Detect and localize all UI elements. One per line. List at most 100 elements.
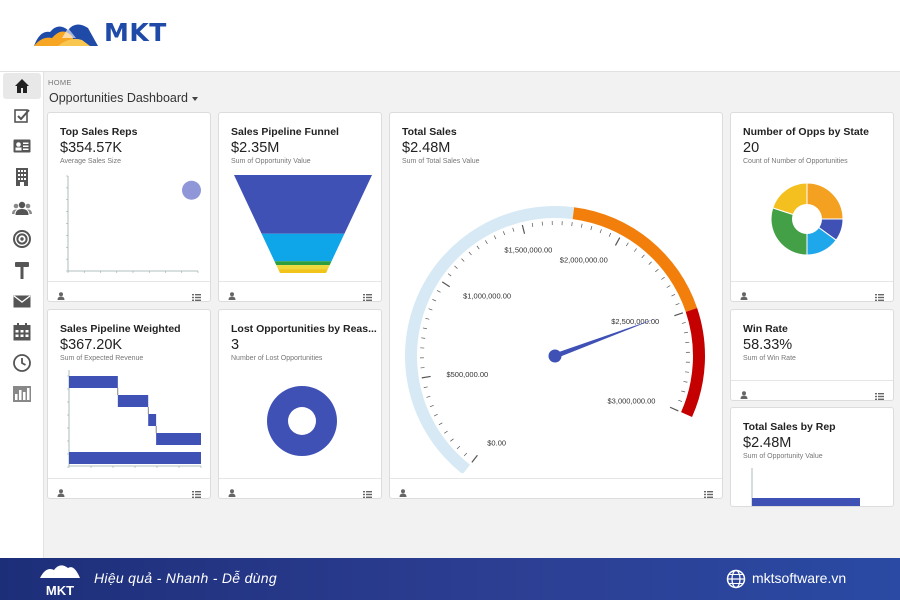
donut-hole <box>792 204 822 234</box>
funnel-stage-3 <box>276 265 330 270</box>
user-icon[interactable] <box>57 484 65 498</box>
list-icon[interactable] <box>704 485 713 498</box>
user-icon[interactable] <box>228 484 236 498</box>
card-title: Sales Pipeline Weighted <box>60 323 181 335</box>
home-icon[interactable] <box>12 76 32 96</box>
gauge-tick <box>661 276 665 280</box>
gauge-tick <box>681 390 686 393</box>
target-icon[interactable] <box>12 229 32 249</box>
card-lost-opportunities: Lost Opportunities by Reas... 3 Number o… <box>218 309 382 499</box>
gauge-tick <box>493 235 497 240</box>
gauge-tick <box>463 452 468 457</box>
user-icon[interactable] <box>399 484 407 498</box>
promo-footer-bar: MKT Hiệu quả - Nhanh - Dễ dùng mktsoftwa… <box>0 558 900 600</box>
gauge-tick <box>425 317 430 320</box>
waterfall-bar-0 <box>69 376 118 388</box>
list-icon[interactable] <box>875 387 884 400</box>
user-icon[interactable] <box>740 386 748 400</box>
gauge-tick <box>683 331 688 334</box>
gauge-tick <box>468 251 472 256</box>
mail-icon[interactable] <box>12 291 32 311</box>
gauge-tick <box>432 299 437 302</box>
gauge-tick <box>608 232 612 237</box>
dashboard-selector[interactable]: Opportunities Dashboard <box>49 91 198 105</box>
donut-hole <box>288 407 316 435</box>
footer-logo: MKT <box>38 562 82 600</box>
top-sales-reps-scatter-chart <box>66 175 201 273</box>
card-value: $2.48M <box>402 140 451 156</box>
card-opps-by-state: Number of Opps by State 20 Count of Numb… <box>730 112 894 302</box>
contact-card-icon[interactable] <box>12 136 32 156</box>
gauge-tick <box>521 224 526 234</box>
gauge-tick <box>461 258 465 262</box>
top-bar: MKT <box>0 0 900 72</box>
gauge-tick <box>641 254 645 259</box>
bar-chart-icon[interactable] <box>12 384 32 404</box>
mkt-footer-logo-icon: MKT <box>40 565 80 598</box>
funnel-stage-0 <box>234 175 372 234</box>
card-total-sales-by-rep: Total Sales by Rep $2.48M Sum of Opportu… <box>730 407 894 507</box>
tasks-icon[interactable] <box>12 106 32 126</box>
gauge-tick-label: $1,000,000.00 <box>463 292 511 301</box>
gauge-tick <box>614 237 621 246</box>
card-title: Total Sales by Rep <box>743 421 836 433</box>
gauge-tick-label: $3,000,000.00 <box>608 397 656 406</box>
gauge-tick <box>648 261 652 265</box>
gauge-tick <box>476 245 480 250</box>
list-icon[interactable] <box>363 288 372 301</box>
gauge-tick <box>421 375 431 379</box>
gauge-tick <box>450 438 454 442</box>
users-icon[interactable] <box>12 198 32 218</box>
sales-pipeline-weighted-waterfall-chart <box>67 370 202 468</box>
gauge-tick-label: $2,500,000.00 <box>611 317 659 326</box>
breadcrumb[interactable]: HOME <box>48 78 72 87</box>
card-win-rate: Win Rate 58.33% Sum of Win Rate <box>730 309 894 401</box>
gauge-tick <box>599 229 602 234</box>
card-footer <box>219 478 381 498</box>
slogan-text: Hiệu quả - Nhanh - Dễ dùng <box>94 570 277 586</box>
gauge-tick <box>441 281 451 288</box>
list-icon[interactable] <box>875 288 884 301</box>
gauge-tick <box>428 308 433 311</box>
card-title: Lost Opportunities by Reas... <box>231 323 377 335</box>
globe-icon <box>726 569 746 594</box>
list-icon[interactable] <box>363 485 372 498</box>
opps-by-state-donut-chart <box>771 183 844 256</box>
card-value: $2.48M <box>743 435 792 451</box>
sidebar-nav <box>0 72 44 558</box>
gauge-tick <box>531 222 534 227</box>
card-sales-pipeline-funnel: Sales Pipeline Funnel $2.35M Sum of Oppo… <box>218 112 382 302</box>
card-subtitle: Sum of Opportunity Value <box>231 158 311 165</box>
gauge-tick <box>681 322 686 324</box>
gauge-needle-hub <box>548 349 562 363</box>
hammer-icon[interactable] <box>12 260 32 280</box>
lost-opportunities-donut-chart <box>267 386 337 456</box>
list-icon[interactable] <box>192 485 201 498</box>
card-footer <box>731 281 893 301</box>
card-sales-pipeline-weighted: Sales Pipeline Weighted $367.20K Sum of … <box>47 309 211 499</box>
building-icon[interactable] <box>12 167 32 187</box>
card-title: Win Rate <box>743 323 788 335</box>
calendar-icon[interactable] <box>12 322 32 342</box>
brand-logo[interactable]: MKT <box>32 14 167 50</box>
rep-bar-0 <box>752 498 860 506</box>
brand-logo-text: MKT <box>104 17 167 47</box>
list-icon[interactable] <box>192 288 201 301</box>
gauge-tick <box>678 399 683 402</box>
gauge-tick <box>590 226 593 231</box>
gauge-tick <box>421 337 426 339</box>
gauge-tick <box>675 303 680 306</box>
gauge-tick <box>423 386 428 389</box>
gauge-tick <box>454 265 458 269</box>
gauge-tick <box>502 231 506 236</box>
card-subtitle: Sum of Opportunity Value <box>743 453 823 460</box>
gauge-tick <box>471 454 478 463</box>
sales-pipeline-funnel-chart <box>234 175 372 273</box>
website-link[interactable]: mktsoftware.vn <box>752 570 847 586</box>
clock-icon[interactable] <box>12 353 32 373</box>
user-icon[interactable] <box>228 287 236 301</box>
user-icon[interactable] <box>740 287 748 301</box>
user-icon[interactable] <box>57 287 65 301</box>
page-title: Opportunities Dashboard <box>49 91 188 105</box>
card-footer <box>219 281 381 301</box>
